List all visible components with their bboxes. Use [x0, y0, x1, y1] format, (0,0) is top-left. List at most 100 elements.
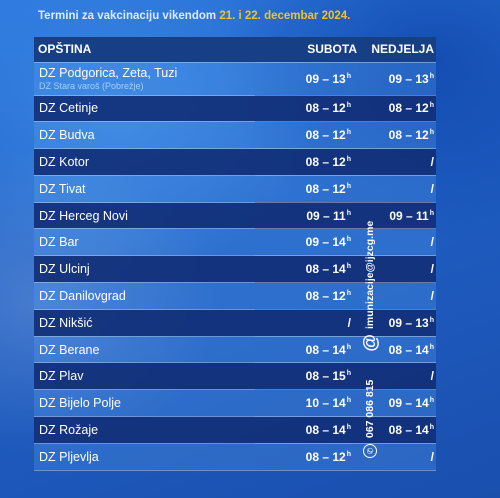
municipality-cell: DZ Kotor [34, 148, 255, 176]
hours-value: / [430, 235, 434, 250]
hours-value: 09 – 13 [388, 315, 429, 330]
table-row: DZ Pljevlja 08 – 12h / [34, 443, 436, 471]
hours-value: 08 – 14 [388, 342, 429, 357]
hours-value: 08 – 12 [305, 128, 346, 143]
saturday-hours: 08 – 12h [255, 175, 363, 203]
hours-value: 08 – 14 [305, 262, 346, 277]
municipality-cell: DZ Budva [34, 121, 255, 150]
sunday-hours: 08 – 14h [363, 416, 436, 444]
municipality-cell: DZ Nikšić [34, 309, 255, 337]
hours-value: 08 – 12 [305, 154, 346, 169]
table-row: DZ Rožaje 08 – 14h 08 – 14h [34, 416, 436, 444]
sunday-hours: 09 – 11h [363, 202, 436, 230]
saturday-hours: 08 – 12h [255, 148, 363, 176]
column-header-municipality: OPŠTINA [34, 37, 255, 63]
hour-mark: h [429, 209, 434, 217]
hours-value: / [430, 369, 434, 384]
municipality-cell: DZ Rožaje [34, 416, 255, 444]
hours-value: 08 – 12 [388, 128, 429, 143]
table-row: DZ Bar 09 – 14h / [34, 228, 436, 257]
municipality-name: DZ Tivat [39, 181, 86, 196]
saturday-hours: 09 – 13h [255, 62, 363, 96]
hours-value: 08 – 14 [305, 422, 346, 437]
hour-mark: h [346, 209, 351, 217]
phone-icon: ✆ [363, 444, 377, 458]
hour-mark: h [346, 450, 351, 458]
municipality-name: DZ Ulcinj [39, 262, 90, 277]
hours-value: 08 – 12 [305, 288, 346, 303]
hours-value: 09 – 14 [305, 235, 346, 250]
contact-info: ✆ 067 086 815 @ imunizacije@ijzcg.me [360, 158, 380, 458]
table-row: DZ Budva 08 – 12h 08 – 12h [34, 121, 436, 150]
hours-value: / [430, 288, 434, 303]
saturday-hours: 08 – 12h [255, 95, 363, 123]
page-title: Termini za vakcinaciju vikendom 21. i 22… [38, 10, 350, 22]
municipality-name: DZ Herceg Novi [39, 208, 128, 223]
municipality-subtitle: DZ Stara varoš (Pobrežje) [39, 81, 144, 91]
municipality-cell: DZ Herceg Novi [34, 202, 255, 230]
sunday-hours: 08 – 14h [363, 336, 436, 364]
table-row: DZ Herceg Novi 09 – 11h 09 – 11h [34, 202, 436, 230]
hour-mark: h [429, 423, 434, 431]
table-header-row: OPŠTINA SUBOTA NEDJELJA [34, 37, 436, 63]
hour-mark: h [346, 263, 351, 271]
hour-mark: h [346, 397, 351, 405]
table-row: DZ Bijelo Polje 10 – 14h 09 – 14 h [34, 389, 436, 418]
hours-value: 08 – 12 [388, 101, 429, 116]
hour-mark: h [429, 129, 434, 137]
hours-value: 10 – 14 [305, 396, 346, 411]
municipality-cell: DZ Plav [34, 362, 255, 391]
municipality-name: DZ Danilovgrad [39, 288, 126, 303]
hour-mark: h [346, 182, 351, 190]
hours-value: 09 – 13 [388, 71, 429, 86]
hours-value: 08 – 15 [305, 369, 346, 384]
hours-value: 09 – 14 [388, 396, 429, 411]
at-icon: @ [360, 334, 380, 352]
title-prefix: Termini za vakcinaciju vikendom [38, 10, 220, 22]
municipality-cell: DZ Pljevlja [34, 443, 255, 471]
hour-mark: h [346, 236, 351, 244]
hour-mark: h [346, 129, 351, 137]
saturday-hours: 08 – 14h [255, 416, 363, 444]
hour-mark: h [429, 343, 434, 351]
saturday-hours: / [255, 309, 363, 337]
municipality-cell: DZ Cetinje [34, 95, 255, 123]
table-row: DZ Ulcinj 08 – 14h / [34, 255, 436, 284]
hours-value: / [430, 181, 434, 196]
saturday-hours: 08 – 15h [255, 362, 363, 391]
municipality-cell: DZ Tivat [34, 175, 255, 203]
hour-mark: h [346, 72, 351, 80]
saturday-hours: 08 – 14h [255, 255, 363, 284]
hours-value: 09 – 11 [306, 208, 346, 223]
saturday-hours: 08 – 12h [255, 443, 363, 471]
municipality-name: DZ Plav [39, 369, 84, 384]
hours-value: 08 – 12 [305, 449, 346, 464]
table-row: DZ Kotor 08 – 12h / [34, 148, 436, 176]
municipality-cell: DZ Danilovgrad [34, 282, 255, 310]
saturday-hours: 10 – 14h [255, 389, 363, 418]
municipality-name: DZ Podgorica, Zeta, Tuzi [39, 66, 178, 80]
hour-mark: h [346, 289, 351, 297]
municipality-cell: DZ Berane [34, 336, 255, 364]
title-dates: 21. i 22. decembar 2024. [219, 10, 351, 22]
municipality-name: DZ Nikšić [39, 315, 93, 330]
table-row: DZ Berane 08 – 14h 08 – 14h [34, 336, 436, 364]
table-row: DZ Plav 08 – 15h / [34, 362, 436, 391]
table-row: DZ Danilovgrad 08 – 12h / [34, 282, 436, 310]
table-row: DZ Podgorica, Zeta, Tuzi DZ Stara varoš (… [34, 62, 436, 96]
sunday-hours: / [363, 255, 436, 284]
municipality-cell: DZ Bar [34, 228, 255, 257]
contact-phone: 067 086 815 [364, 379, 376, 438]
sunday-hours: / [363, 175, 436, 203]
sunday-hours: 09 – 13h [363, 62, 436, 96]
municipality-name: DZ Bijelo Polje [39, 396, 121, 411]
municipality-cell: DZ Ulcinj [34, 255, 255, 284]
table-row: DZ Nikšić / 09 – 13h [34, 309, 436, 337]
saturday-hours: 08 – 12h [255, 121, 363, 150]
municipality-name: DZ Berane [39, 342, 100, 357]
column-header-saturday: SUBOTA [255, 37, 363, 63]
sunday-hours: 08 – 12h [363, 121, 436, 150]
saturday-hours: 09 – 11h [255, 202, 363, 230]
hour-mark: h [429, 102, 434, 110]
sunday-hours: / [363, 443, 436, 471]
